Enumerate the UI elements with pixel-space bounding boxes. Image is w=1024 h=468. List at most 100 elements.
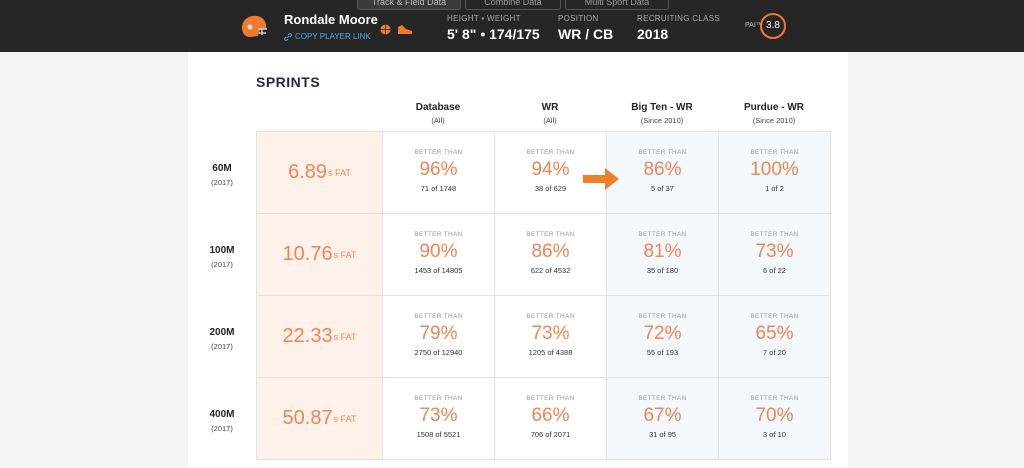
column-title: Big Ten - WR bbox=[631, 102, 693, 113]
position-label: POSITION bbox=[558, 14, 599, 23]
event-name: 100M bbox=[209, 245, 235, 256]
better-than-label: BETTER THAN bbox=[638, 395, 687, 402]
sport-icons bbox=[380, 24, 413, 35]
copy-link-label: COPY PLAYER LINK bbox=[295, 32, 371, 41]
percentile-cell: BETTER THAN 67% 31 of 95 bbox=[607, 378, 719, 460]
table-row: 6.89 s FAT BETTER THAN 96% 71 of 1748 BET… bbox=[257, 132, 832, 214]
percentile-value: 73% bbox=[531, 323, 570, 344]
position-stat: POSITION WR / CB bbox=[558, 14, 613, 42]
recruiting-class-value: 2018 bbox=[637, 26, 669, 42]
time-cell: 50.87 s FAT bbox=[257, 378, 383, 460]
table-row: 50.87 s FAT BETTER THAN 73% 1508 of 5521 … bbox=[257, 378, 832, 460]
rank-value: 35 of 180 bbox=[646, 266, 679, 275]
better-than-label: BETTER THAN bbox=[526, 313, 575, 320]
percentile-value: 72% bbox=[643, 323, 682, 344]
percentile-value: 67% bbox=[643, 405, 682, 426]
running-shoe-icon bbox=[398, 25, 412, 34]
better-than-label: BETTER THAN bbox=[526, 231, 575, 238]
time-cell: 22.33 s FAT bbox=[257, 296, 383, 378]
rank-value: 5 of 37 bbox=[651, 184, 674, 193]
better-than-label: BETTER THAN bbox=[638, 231, 687, 238]
link-icon bbox=[284, 32, 292, 41]
percentile-value: 73% bbox=[755, 241, 794, 262]
sprints-table: 6.89 s FAT BETTER THAN 96% 71 of 1748 BET… bbox=[256, 131, 832, 460]
time-value: 50.87 bbox=[282, 407, 333, 429]
rank-value: 706 of 2071 bbox=[530, 430, 571, 439]
position-value: WR / CB bbox=[558, 26, 614, 42]
time-cell: 6.89 s FAT bbox=[257, 132, 383, 214]
table-row: 10.76 s FAT BETTER THAN 90% 1453 of 14805… bbox=[257, 214, 832, 296]
better-than-label: BETTER THAN bbox=[414, 395, 463, 402]
column-subtitle: (Since 2010) bbox=[640, 116, 684, 125]
basketball-icon bbox=[380, 24, 391, 35]
column-subtitle: (Since 2010) bbox=[752, 116, 796, 125]
better-than-label: BETTER THAN bbox=[414, 313, 463, 320]
percentile-value: 70% bbox=[755, 405, 794, 426]
better-than-label: BETTER THAN bbox=[638, 149, 687, 156]
event-year: (2017) bbox=[211, 178, 233, 187]
percentile-cell: BETTER THAN 86% 622 of 4532 bbox=[495, 214, 607, 296]
percentile-cell: BETTER THAN 70% 3 of 10 bbox=[719, 378, 831, 460]
top-bar: Track & Field Data Combine Data Multi Sp… bbox=[0, 0, 1024, 52]
column-header-purdue-wr: Purdue - WR (Since 2010) bbox=[718, 102, 830, 125]
height-weight-stat: HEIGHT • WEIGHT 5' 8" • 174/175 bbox=[447, 14, 540, 42]
percentile-cell: BETTER THAN 65% 7 of 20 bbox=[719, 296, 831, 378]
time-cell: 10.76 s FAT bbox=[257, 214, 383, 296]
percentile-value: 65% bbox=[755, 323, 794, 344]
time-value: 22.33 bbox=[282, 325, 333, 347]
percentile-cell: BETTER THAN 86% 5 of 37 bbox=[607, 132, 719, 214]
rank-value: 1 of 2 bbox=[765, 184, 784, 193]
event-name: 400M bbox=[209, 409, 235, 420]
column-title: Purdue - WR bbox=[744, 102, 804, 113]
rank-value: 55 of 193 bbox=[646, 348, 679, 357]
column-title: Database bbox=[415, 102, 461, 113]
percentile-value: 96% bbox=[419, 159, 458, 180]
column-header-database: Database (All) bbox=[382, 102, 494, 125]
percentile-value: 86% bbox=[531, 241, 570, 262]
tab-track-field-data[interactable]: Track & Field Data bbox=[357, 0, 461, 10]
percentile-cell: BETTER THAN 73% 1205 of 4388 bbox=[495, 296, 607, 378]
event-year: (2017) bbox=[211, 260, 233, 269]
percentile-value: 66% bbox=[531, 405, 570, 426]
football-helmet-icon bbox=[242, 15, 267, 37]
percentile-cell: BETTER THAN 96% 71 of 1748 bbox=[383, 132, 495, 214]
table-row: 22.33 s FAT BETTER THAN 79% 2750 of 12940… bbox=[257, 296, 832, 378]
rank-value: 1205 of 4388 bbox=[528, 348, 573, 357]
event-year: (2017) bbox=[211, 342, 233, 351]
rank-value: 622 of 4532 bbox=[530, 266, 571, 275]
better-than-label: BETTER THAN bbox=[638, 313, 687, 320]
player-name: Rondale Moore bbox=[284, 12, 378, 27]
column-subtitle: (All) bbox=[431, 116, 445, 125]
percentile-value: 90% bbox=[419, 241, 458, 262]
rank-value: 31 of 95 bbox=[648, 430, 677, 439]
row-header-100m: 100M (2017) bbox=[190, 245, 254, 269]
event-name: 200M bbox=[209, 327, 235, 338]
better-than-label: BETTER THAN bbox=[750, 313, 799, 320]
better-than-label: BETTER THAN bbox=[414, 149, 463, 156]
percentile-cell: BETTER THAN 66% 706 of 2071 bbox=[495, 378, 607, 460]
percentile-cell: BETTER THAN 81% 35 of 180 bbox=[607, 214, 719, 296]
percentile-value: 79% bbox=[419, 323, 458, 344]
column-header-big-ten-wr: Big Ten - WR (Since 2010) bbox=[606, 102, 718, 125]
height-weight-value: 5' 8" • 174/175 bbox=[447, 26, 540, 42]
row-header-400m: 400M (2017) bbox=[190, 409, 254, 433]
rank-value: 7 of 20 bbox=[763, 348, 786, 357]
tab-multi-sport-data[interactable]: Multi Sport Data bbox=[565, 0, 669, 10]
rank-value: 3 of 10 bbox=[763, 430, 786, 439]
rank-value: 1508 of 5521 bbox=[416, 430, 461, 439]
percentile-cell: BETTER THAN 100% 1 of 2 bbox=[719, 132, 831, 214]
row-header-200m: 200M (2017) bbox=[190, 327, 254, 351]
time-unit: s FAT bbox=[333, 331, 357, 342]
copy-player-link[interactable]: COPY PLAYER LINK bbox=[284, 32, 371, 41]
percentile-value: 86% bbox=[643, 159, 682, 180]
tab-combine-data[interactable]: Combine Data bbox=[465, 0, 561, 10]
event-name: 60M bbox=[212, 163, 232, 174]
rank-value: 1453 of 14805 bbox=[414, 266, 463, 275]
recruiting-class-stat: RECRUITING CLASS 2018 bbox=[637, 14, 720, 42]
better-than-label: BETTER THAN bbox=[750, 149, 799, 156]
rank-value: 71 of 1748 bbox=[420, 184, 457, 193]
better-than-label: BETTER THAN bbox=[750, 395, 799, 402]
percentile-cell: BETTER THAN 73% 6 of 22 bbox=[719, 214, 831, 296]
row-header-60m: 60M (2017) bbox=[190, 163, 254, 187]
time-unit: s FAT bbox=[333, 249, 357, 260]
